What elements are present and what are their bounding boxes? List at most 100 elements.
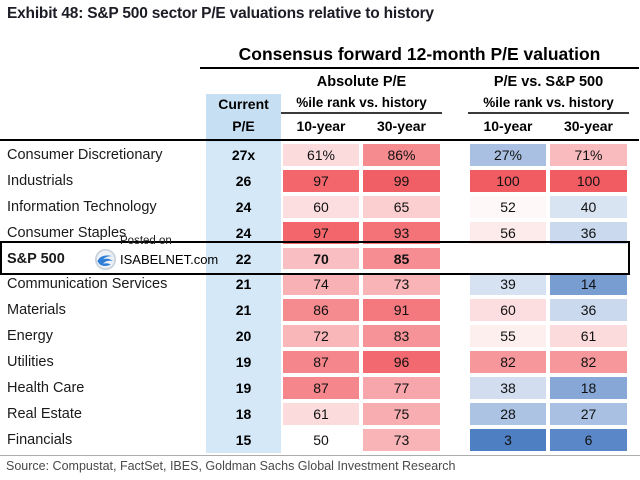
group-header-pe-vs-sp500: P/E vs. S&P 500: [493, 74, 604, 90]
abs-30y-percentile-cell: 75: [361, 401, 442, 427]
column-header-rel-30-year: 30-year: [563, 118, 614, 134]
current-pe-value: 21: [206, 271, 281, 298]
rel-30y-percentile-cell: 36: [548, 220, 629, 246]
column-gap: [442, 194, 468, 220]
current-pe-value: 24: [206, 219, 281, 246]
rel-30y-percentile-cell: 18: [548, 375, 629, 401]
rel-10y-percentile-cell: 56: [468, 220, 548, 246]
rel-10y-percentile-cell: 100: [468, 168, 548, 194]
column-gap: [442, 323, 468, 349]
abs-10y-percentile-cell: 61: [281, 401, 361, 427]
abs-10y-percentile-cell: 74: [281, 271, 361, 297]
column-gap: [442, 375, 468, 401]
abs-30y-percentile-cell: 85: [361, 246, 442, 272]
current-pe-value: 15: [206, 426, 281, 453]
abs-30y-percentile-cell: 83: [361, 323, 442, 349]
rel-10y-percentile-cell: 39: [468, 271, 548, 297]
current-pe-value: 18: [206, 400, 281, 427]
table-row: Communication Services 21 74 73 39 14: [0, 271, 640, 298]
source-divider: [0, 455, 640, 456]
table-row: Real Estate 18 61 75 28 27: [0, 400, 640, 427]
sector-name: Consumer Staples: [7, 224, 127, 241]
table-body: Consumer Discretionary 27x 61% 86% 27% 7…: [0, 142, 640, 453]
table-top-divider: [0, 139, 639, 141]
sector-name: Financials: [7, 431, 73, 448]
current-pe-value: 27x: [206, 142, 281, 168]
exhibit-title: Exhibit 48: S&P 500 sector P/E valuation…: [7, 5, 434, 22]
column-header-abs-10-year: 10-year: [296, 118, 346, 134]
current-pe-value: 26: [206, 167, 281, 194]
abs-30y-percentile-cell: 91: [361, 297, 442, 323]
abs-10y-percentile-cell: 61%: [281, 142, 361, 168]
rel-30y-percentile-cell: 14: [548, 271, 629, 297]
sector-name: Information Technology: [7, 198, 157, 215]
rel-30y-percentile-cell: 36: [548, 297, 629, 323]
column-gap: [442, 220, 468, 246]
column-header-abs-30-year: 30-year: [376, 118, 427, 134]
sector-name: Energy: [7, 328, 53, 345]
sector-name: Communication Services: [7, 276, 168, 293]
table-row: Consumer Discretionary 27x 61% 86% 27% 7…: [0, 142, 640, 168]
abs-30y-percentile-cell: 65: [361, 194, 442, 220]
rel-10y-percentile-cell: 82: [468, 349, 548, 375]
rel-30y-percentile-cell: 40: [548, 194, 629, 220]
current-pe-value: 20: [206, 323, 281, 350]
table-title: Consensus forward 12-month P/E valuation: [200, 44, 639, 69]
rel-30y-percentile-cell: 100: [548, 168, 629, 194]
rel-30y-percentile-cell: 27: [548, 401, 629, 427]
column-gap: [442, 349, 468, 375]
abs-10y-percentile-cell: 50: [281, 427, 361, 453]
table-row: Industrials 26 97 99 100 100: [0, 167, 640, 194]
column-gap: [442, 401, 468, 427]
watermark-site-name: ISABELNET.com: [120, 252, 219, 267]
current-pe-value: 24: [206, 193, 281, 220]
abs-30y-percentile-cell: 96: [361, 349, 442, 375]
table-row: Utilities 19 87 96 82 82: [0, 349, 640, 376]
rel-10y-percentile-cell: 60: [468, 297, 548, 323]
abs-10y-percentile-cell: 87: [281, 349, 361, 375]
table-row: Health Care 19 87 77 38 18: [0, 375, 640, 401]
watermark: Posted on ISABELNET.com: [94, 235, 218, 271]
sector-name: Utilities: [7, 354, 54, 371]
table-row: Consumer Staples 24 97 93 56 36: [0, 219, 640, 246]
column-gap: [442, 168, 468, 194]
abs-30y-percentile-cell: 93: [361, 220, 442, 246]
abs-10y-percentile-cell: 60: [281, 194, 361, 220]
sector-name: S&P 500: [7, 250, 65, 267]
abs-10y-percentile-cell: 70: [281, 246, 361, 272]
current-pe-header-background: [206, 94, 281, 142]
sector-name: Industrials: [7, 172, 74, 189]
abs-30y-percentile-cell: 73: [361, 427, 442, 453]
abs-10y-percentile-cell: 97: [281, 220, 361, 246]
rel-30y-percentile-cell: 82: [548, 349, 629, 375]
abs-10y-percentile-cell: 72: [281, 323, 361, 349]
rel-10y-percentile-cell: [468, 246, 548, 272]
sector-name: Health Care: [7, 379, 85, 396]
column-gap: [442, 142, 468, 168]
table-row: Information Technology 24 60 65 52 40: [0, 193, 640, 220]
table-row: Energy 20 72 83 55 61: [0, 323, 640, 350]
pctile-rank-header-absolute: %ile rank vs. history: [281, 95, 442, 114]
table-row: Materials 21 86 91 60 36: [0, 297, 640, 324]
rel-10y-percentile-cell: 28: [468, 401, 548, 427]
current-pe-value: 19: [206, 349, 281, 376]
group-header-absolute-pe: Absolute P/E: [316, 74, 407, 90]
rel-10y-percentile-cell: 27%: [468, 142, 548, 168]
sector-name: Consumer Discretionary: [7, 146, 163, 163]
current-pe-header-line2: P/E: [232, 118, 255, 134]
table-row: Financials 15 50 73 3 6: [0, 426, 640, 453]
sector-name: Materials: [7, 302, 66, 319]
watermark-posted-on: Posted on: [120, 235, 172, 247]
rel-10y-percentile-cell: 38: [468, 375, 548, 401]
rel-30y-percentile-cell: 71%: [548, 142, 629, 168]
abs-30y-percentile-cell: 73: [361, 271, 442, 297]
current-pe-value: 21: [206, 297, 281, 324]
sector-name: Real Estate: [7, 405, 82, 422]
column-gap: [442, 271, 468, 297]
rel-30y-percentile-cell: 6: [548, 427, 629, 453]
abs-30y-percentile-cell: 77: [361, 375, 442, 401]
source-text: Source: Compustat, FactSet, IBES, Goldma…: [6, 459, 456, 473]
current-pe-header-line1: Current: [218, 96, 269, 112]
rel-10y-percentile-cell: 55: [468, 323, 548, 349]
